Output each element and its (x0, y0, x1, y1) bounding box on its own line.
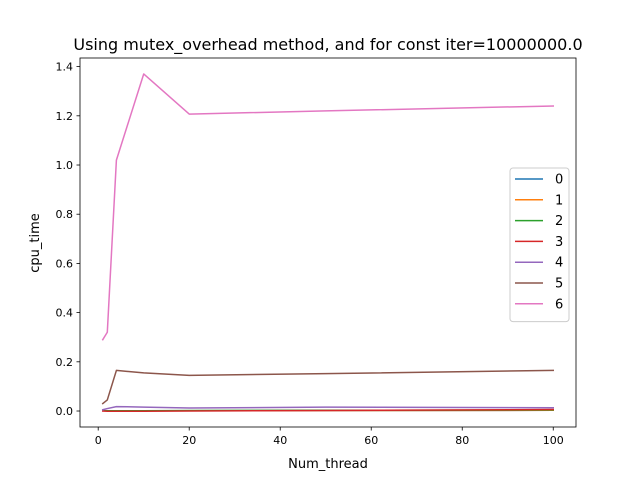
legend-label-0: 0 (555, 173, 563, 188)
axes-frame (79, 57, 577, 428)
y-tick-label: 1.2 (56, 110, 74, 123)
series-line-3 (101, 408, 555, 413)
x-axis-label: Num_thread (288, 457, 368, 472)
x-tick-label: 100 (543, 434, 564, 447)
y-axis-label: cpu_time (28, 213, 43, 273)
legend: 0 1 2 3 4 5 6 (509, 167, 570, 323)
y-tick-label: 0.0 (56, 405, 74, 418)
legend-label-6: 6 (555, 297, 563, 312)
y-tick-label: 1.4 (56, 61, 74, 74)
legend-label-2: 2 (555, 214, 563, 229)
x-tick-label: 20 (182, 434, 196, 447)
series-line-4 (101, 405, 555, 411)
legend-label-5: 5 (555, 277, 563, 292)
y-tick-label: 0.8 (56, 208, 74, 221)
x-tick-label: 80 (455, 434, 469, 447)
x-tick-label: 40 (273, 434, 287, 447)
x-tick-label: 0 (95, 434, 102, 447)
y-tick-label: 0.4 (56, 307, 74, 320)
legend-label-3: 3 (555, 235, 563, 250)
chart-title: Using mutex_overhead method, and for con… (73, 35, 582, 55)
plot-area (101, 73, 555, 413)
series-line-5 (101, 369, 555, 405)
series-line-6 (101, 73, 555, 341)
axes: 0 20 40 60 80 1000.00.20.40.60.81.01.21.4 (56, 57, 577, 447)
y-tick-label: 0.6 (56, 257, 74, 270)
legend-label-1: 1 (555, 193, 563, 208)
x-tick-label: 60 (364, 434, 378, 447)
legend-label-4: 4 (555, 256, 563, 271)
y-tick-label: 1.0 (56, 159, 74, 172)
y-tick-label: 0.2 (56, 356, 74, 369)
